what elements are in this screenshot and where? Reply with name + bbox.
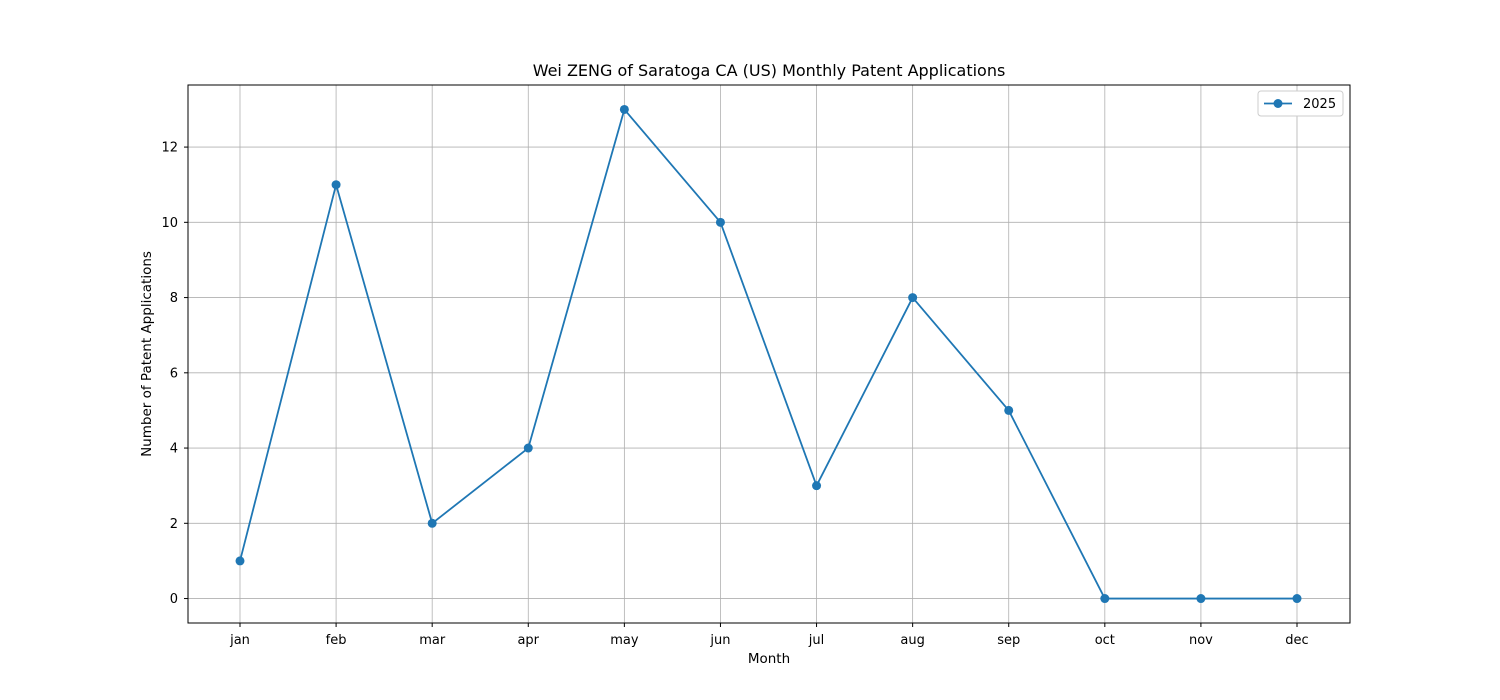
data-point-nov [1196,594,1205,603]
data-point-feb [332,180,341,189]
data-point-oct [1100,594,1109,603]
x-tick-label: jun [709,633,730,648]
data-point-apr [524,444,533,453]
y-tick-label: 2 [170,517,178,532]
x-tick-label: aug [900,633,924,648]
x-tick-label: nov [1189,633,1213,648]
data-point-dec [1293,594,1302,603]
x-axis-ticks: jan feb mar apr may jun jul aug sep oct nov dec [229,623,1309,648]
data-point-mar [428,519,437,528]
y-tick-label: 4 [170,442,178,457]
x-tick-label: may [610,633,639,648]
y-tick-label: 0 [170,592,178,607]
x-tick-label: feb [326,633,347,648]
legend-marker-swatch [1274,99,1283,108]
x-tick-label: jan [229,633,250,648]
y-tick-label: 12 [161,141,178,156]
x-tick-label: sep [997,633,1020,648]
series-line-2025 [240,109,1297,598]
series-layer [236,105,1302,603]
x-tick-label: jul [808,633,824,648]
y-axis-label: Number of Patent Applications [139,251,155,457]
x-axis-label: Month [748,651,790,667]
data-point-jan [236,556,245,565]
x-tick-label: oct [1095,633,1115,648]
legend-label-2025: 2025 [1303,97,1336,112]
y-tick-label: 10 [161,216,178,231]
data-point-may [620,105,629,114]
x-tick-label: mar [419,633,446,648]
data-point-jul [812,481,821,490]
y-axis-ticks: 0 2 4 6 8 10 12 [161,141,188,607]
y-tick-label: 8 [170,291,178,306]
x-tick-label: dec [1285,633,1308,648]
y-tick-label: 6 [170,366,178,381]
chart-title: Wei ZENG of Saratoga CA (US) Monthly Pat… [533,61,1006,80]
legend: 2025 [1258,91,1343,116]
data-point-aug [908,293,917,302]
data-point-jun [716,218,725,227]
data-point-sep [1004,406,1013,415]
x-tick-label: apr [517,633,539,648]
